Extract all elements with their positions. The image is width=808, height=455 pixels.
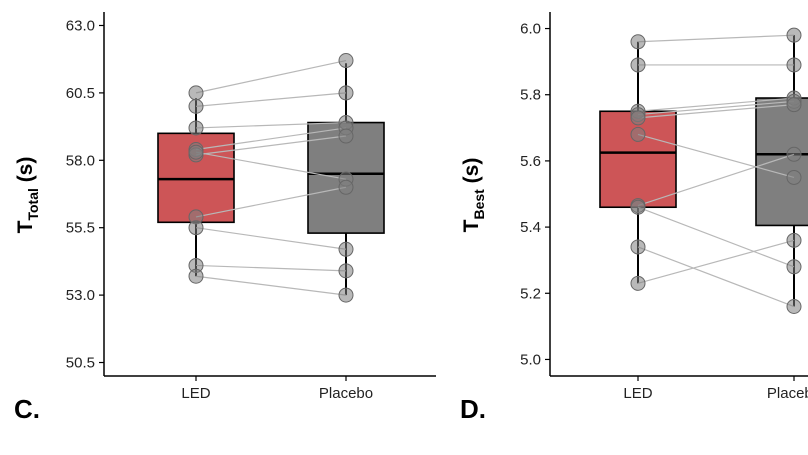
- y-tick-label: 55.5: [66, 220, 95, 237]
- data-point-led: [630, 239, 646, 255]
- data-point-led: [188, 98, 204, 114]
- data-point-led: [188, 268, 204, 284]
- pair-line: [637, 153, 795, 207]
- data-point-placebo: [338, 241, 354, 257]
- pair-line: [195, 264, 347, 272]
- data-point-placebo: [786, 259, 802, 275]
- pair-line: [195, 151, 347, 180]
- data-point-placebo: [338, 179, 354, 195]
- data-point-placebo: [338, 53, 354, 69]
- pair-line: [637, 239, 795, 284]
- pair-line: [195, 121, 347, 129]
- data-point-placebo: [338, 85, 354, 101]
- x-tick-label: Placebo: [319, 385, 373, 402]
- chart-panel-0: 50.5 53.0 55.5 58.0 60.5 63.0 LED Placebo TTotal…: [14, 12, 436, 402]
- box-placebo: [755, 97, 808, 227]
- pair-line: [195, 186, 347, 218]
- y-tick-label: 5.2: [520, 285, 541, 302]
- pair-line: [637, 97, 795, 112]
- y-tick-label: 50.5: [66, 355, 95, 372]
- panel-label-d: D.: [460, 394, 486, 424]
- x-tick-label: LED: [623, 385, 652, 402]
- pair-line: [637, 104, 795, 119]
- pair-line: [195, 92, 347, 107]
- pair-line: [637, 206, 795, 268]
- pair-line: [195, 275, 347, 296]
- data-point-led: [630, 199, 646, 215]
- data-point-led: [188, 144, 204, 160]
- data-point-led: [630, 34, 646, 50]
- pair-line: [195, 135, 347, 156]
- y-tick-label: 58.0: [66, 152, 95, 169]
- y-tick-label: 53.0: [66, 287, 95, 304]
- pair-line: [195, 59, 347, 94]
- chart-panel-1: 5.0 5.2 5.4 5.6 5.8 6.0 LED Placebo TBest (s): [460, 12, 808, 402]
- pair-line: [637, 34, 795, 43]
- data-point-placebo: [338, 263, 354, 279]
- y-tick-label: 60.5: [66, 85, 95, 102]
- data-point-placebo: [786, 232, 802, 248]
- y-tick-label: 6.0: [520, 21, 541, 38]
- data-point-placebo: [786, 57, 802, 73]
- y-tick-label: 5.4: [520, 219, 541, 236]
- y-tick-label: 5.6: [520, 153, 541, 170]
- data-point-led: [630, 126, 646, 142]
- data-point-placebo: [786, 97, 802, 113]
- pair-line: [195, 127, 347, 151]
- data-point-led: [188, 85, 204, 101]
- data-point-placebo: [786, 299, 802, 315]
- pair-line: [637, 100, 795, 116]
- box-led: [599, 110, 677, 209]
- pair-line: [195, 227, 347, 250]
- data-point-placebo: [786, 146, 802, 162]
- y-tick-label: 5.0: [520, 351, 541, 368]
- panel-label-c: C.: [14, 394, 40, 424]
- y-axis-title: TTotal (s): [14, 157, 41, 234]
- data-point-led: [188, 220, 204, 236]
- data-point-led: [630, 110, 646, 126]
- data-point-led: [630, 275, 646, 291]
- y-axis-title: TBest (s): [460, 158, 487, 233]
- data-point-placebo: [786, 27, 802, 43]
- x-tick-label: Placebo: [767, 385, 808, 402]
- data-point-placebo: [338, 128, 354, 144]
- y-tick-label: 5.8: [520, 87, 541, 104]
- data-point-placebo: [338, 287, 354, 303]
- data-point-led: [630, 57, 646, 73]
- data-point-placebo: [786, 169, 802, 185]
- data-point-led: [188, 120, 204, 136]
- x-tick-label: LED: [181, 385, 210, 402]
- pair-line: [637, 246, 795, 308]
- y-tick-label: 63.0: [66, 17, 95, 34]
- pair-line: [637, 133, 795, 179]
